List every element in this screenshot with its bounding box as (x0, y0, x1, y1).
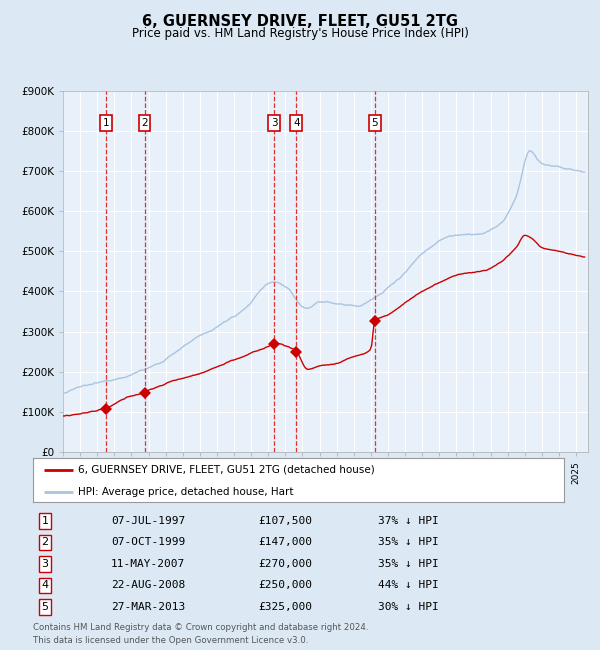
Text: 07-JUL-1997: 07-JUL-1997 (111, 516, 185, 526)
Text: 1: 1 (41, 516, 49, 526)
Text: 35% ↓ HPI: 35% ↓ HPI (378, 559, 439, 569)
Text: £325,000: £325,000 (258, 602, 312, 612)
Text: 4: 4 (41, 580, 49, 590)
Text: 44% ↓ HPI: 44% ↓ HPI (378, 580, 439, 590)
Text: 11-MAY-2007: 11-MAY-2007 (111, 559, 185, 569)
Text: Price paid vs. HM Land Registry's House Price Index (HPI): Price paid vs. HM Land Registry's House … (131, 27, 469, 40)
Text: 3: 3 (41, 559, 49, 569)
Text: £107,500: £107,500 (258, 516, 312, 526)
Text: This data is licensed under the Open Government Licence v3.0.: This data is licensed under the Open Gov… (33, 636, 308, 645)
Text: 5: 5 (41, 602, 49, 612)
Text: 5: 5 (371, 118, 378, 128)
Text: 2: 2 (141, 118, 148, 128)
Text: Contains HM Land Registry data © Crown copyright and database right 2024.: Contains HM Land Registry data © Crown c… (33, 623, 368, 632)
Text: £270,000: £270,000 (258, 559, 312, 569)
Text: 6, GUERNSEY DRIVE, FLEET, GU51 2TG: 6, GUERNSEY DRIVE, FLEET, GU51 2TG (142, 14, 458, 29)
Text: 2: 2 (41, 538, 49, 547)
Text: 07-OCT-1999: 07-OCT-1999 (111, 538, 185, 547)
Text: HPI: Average price, detached house, Hart: HPI: Average price, detached house, Hart (78, 487, 293, 497)
Text: 1: 1 (103, 118, 109, 128)
Text: 35% ↓ HPI: 35% ↓ HPI (378, 538, 439, 547)
Text: 30% ↓ HPI: 30% ↓ HPI (378, 602, 439, 612)
Text: 6, GUERNSEY DRIVE, FLEET, GU51 2TG (detached house): 6, GUERNSEY DRIVE, FLEET, GU51 2TG (deta… (78, 465, 375, 475)
Text: 27-MAR-2013: 27-MAR-2013 (111, 602, 185, 612)
Text: 22-AUG-2008: 22-AUG-2008 (111, 580, 185, 590)
Text: 3: 3 (271, 118, 278, 128)
Text: 4: 4 (293, 118, 299, 128)
Text: £147,000: £147,000 (258, 538, 312, 547)
Text: 37% ↓ HPI: 37% ↓ HPI (378, 516, 439, 526)
Text: £250,000: £250,000 (258, 580, 312, 590)
